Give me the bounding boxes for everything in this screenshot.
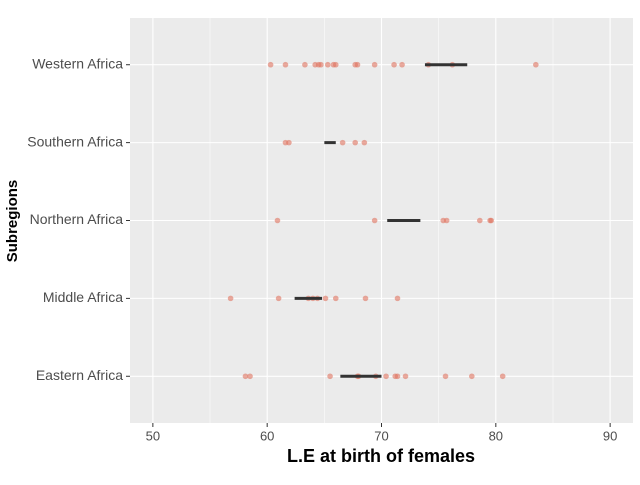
- point: [332, 61, 339, 68]
- point: [332, 295, 339, 302]
- x-tick-label: 50: [146, 428, 160, 443]
- point: [361, 139, 368, 146]
- point: [391, 61, 397, 68]
- y-tick-label: Western Africa: [32, 55, 123, 71]
- point: [247, 373, 253, 380]
- point: [274, 217, 281, 224]
- x-tick-label: 70: [374, 428, 388, 443]
- point: [533, 61, 539, 68]
- point: [275, 295, 282, 302]
- point: [318, 61, 324, 68]
- point: [352, 139, 359, 146]
- point: [267, 61, 274, 68]
- point: [327, 373, 333, 380]
- point: [399, 61, 405, 68]
- point: [443, 217, 450, 224]
- point: [488, 217, 495, 224]
- point: [282, 61, 289, 68]
- point: [242, 373, 249, 380]
- y-tick-label: Southern Africa: [27, 133, 123, 149]
- point: [324, 61, 331, 68]
- x-tick-label: 60: [260, 428, 274, 443]
- x-tick-label: 90: [603, 428, 617, 443]
- x-axis-title: L.E at birth of females: [287, 446, 475, 466]
- point: [362, 295, 369, 302]
- x-tick-label: 80: [489, 428, 503, 443]
- y-tick-label: Eastern Africa: [36, 367, 123, 383]
- y-tick-label: Northern Africa: [30, 211, 124, 227]
- point: [339, 139, 346, 146]
- point: [371, 61, 378, 68]
- point: [442, 373, 449, 380]
- y-tick-label: Middle Africa: [43, 289, 123, 305]
- point: [354, 61, 361, 68]
- point: [402, 373, 409, 380]
- point: [394, 295, 401, 302]
- point: [286, 139, 292, 146]
- y-axis-title: Subregions: [4, 180, 21, 263]
- point: [371, 217, 378, 224]
- point: [477, 217, 483, 224]
- point: [322, 295, 329, 302]
- point: [394, 373, 401, 380]
- point: [383, 373, 389, 380]
- point: [227, 295, 234, 302]
- point: [499, 373, 506, 380]
- point: [469, 373, 475, 380]
- point: [302, 61, 308, 68]
